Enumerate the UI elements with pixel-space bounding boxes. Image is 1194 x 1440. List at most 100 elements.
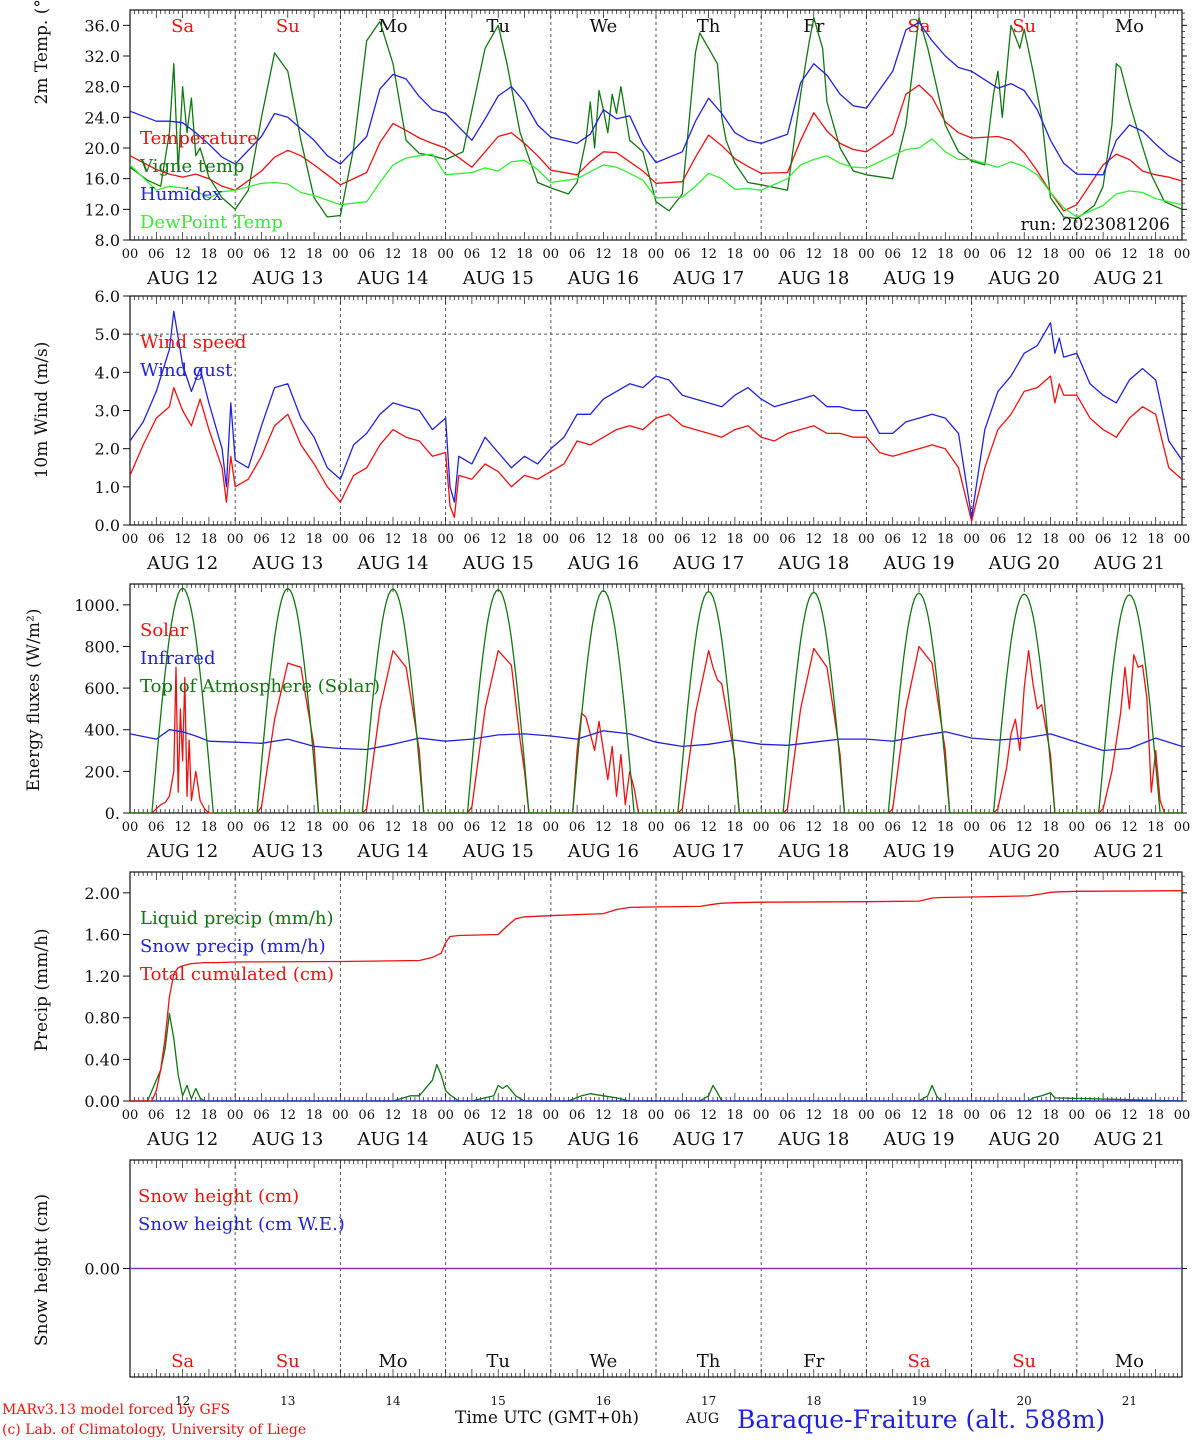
- hour-tick-label: 18: [1147, 820, 1164, 835]
- date-label: AUG 20: [988, 553, 1060, 574]
- legend-entry: Snow height (cm W.E.): [138, 1214, 345, 1235]
- hour-tick-label: 12: [174, 247, 191, 262]
- hour-tick-label: 06: [674, 247, 691, 262]
- hour-tick-label: 06: [779, 532, 796, 547]
- hour-tick-label: 12: [1121, 820, 1138, 835]
- hour-tick-label: 06: [1095, 247, 1112, 262]
- day-number-label: 17: [701, 1394, 716, 1408]
- hour-tick-label: 12: [490, 247, 507, 262]
- date-label: AUG 19: [882, 1129, 954, 1150]
- y-axis-label: Snow height (cm): [32, 1194, 52, 1346]
- hour-tick-label: 18: [832, 820, 849, 835]
- hour-tick-label: 00: [648, 247, 665, 262]
- date-label: AUG 17: [672, 553, 744, 574]
- y-tick-label: 1.0: [95, 478, 120, 497]
- hour-tick-label: 06: [884, 247, 901, 262]
- hour-tick-label: 12: [280, 1108, 297, 1123]
- hour-tick-label: 18: [1042, 820, 1059, 835]
- y-tick-label: 0.40: [84, 1050, 120, 1069]
- hour-tick-label: 06: [779, 820, 796, 835]
- hour-tick-label: 06: [358, 532, 375, 547]
- day-number-label: 20: [1017, 1394, 1032, 1408]
- hour-tick-label: 18: [306, 247, 323, 262]
- weekday-label: Tu: [486, 1351, 510, 1372]
- hour-tick-label: 18: [516, 1108, 533, 1123]
- weekday-label: Fr: [803, 1351, 824, 1372]
- hour-tick-label: 18: [832, 247, 849, 262]
- hour-tick-label: 12: [174, 532, 191, 547]
- y-tick-label: 1000.: [74, 596, 120, 615]
- hour-tick-label: 06: [884, 532, 901, 547]
- hour-tick-label: 18: [411, 820, 428, 835]
- hour-tick-label: 06: [148, 820, 165, 835]
- hour-tick-label: 18: [727, 532, 744, 547]
- hour-tick-label: 00: [963, 820, 980, 835]
- hour-tick-label: 00: [332, 820, 349, 835]
- hour-tick-label: 00: [122, 1108, 139, 1123]
- hour-tick-label: 06: [358, 1108, 375, 1123]
- weekday-label: Su: [1012, 1351, 1036, 1372]
- panel-temperature: 8.0 12.0 16.0 20.0 24.0 28.0 32.0 36.0 2m Temp. …: [32, 0, 1190, 289]
- hour-tick-label: 12: [1016, 820, 1033, 835]
- hour-tick-label: 00: [332, 532, 349, 547]
- hour-tick-label: 00: [1069, 1108, 1086, 1123]
- hour-tick-label: 06: [358, 820, 375, 835]
- series-line-humidex: [129, 21, 1183, 176]
- hour-tick-label: 12: [385, 532, 402, 547]
- date-label: AUG 16: [567, 553, 639, 574]
- hour-tick-label: 06: [464, 247, 481, 262]
- hour-tick-label: 06: [1095, 820, 1112, 835]
- hour-tick-label: 12: [490, 532, 507, 547]
- hour-tick-label: 18: [832, 532, 849, 547]
- hour-tick-label: 06: [148, 532, 165, 547]
- hour-tick-label: 06: [779, 247, 796, 262]
- hour-tick-label: 06: [990, 1108, 1007, 1123]
- hour-tick-label: 12: [911, 247, 928, 262]
- date-label: AUG 13: [251, 1129, 323, 1150]
- hour-tick-label: 12: [1121, 1108, 1138, 1123]
- hour-tick-label: 00: [227, 820, 244, 835]
- hour-tick-label: 18: [411, 247, 428, 262]
- hour-tick-label: 18: [937, 1108, 954, 1123]
- series-line-infrared: [129, 729, 1183, 752]
- hour-tick-label: 06: [990, 247, 1007, 262]
- hour-tick-label: 00: [963, 1108, 980, 1123]
- weekday-label: We: [590, 16, 618, 37]
- hour-tick-label: 12: [1016, 1108, 1033, 1123]
- hour-tick-label: 06: [1095, 532, 1112, 547]
- month-label: AUG: [685, 1411, 719, 1427]
- day-number-label: 14: [385, 1394, 401, 1408]
- hour-tick-label: 00: [753, 247, 770, 262]
- hour-tick-label: 00: [437, 820, 454, 835]
- hour-tick-label: 00: [543, 820, 560, 835]
- run-annotation: run: 2023081206: [1021, 215, 1170, 235]
- hour-tick-label: 06: [674, 820, 691, 835]
- hour-tick-label: 00: [543, 1108, 560, 1123]
- hour-tick-label: 00: [648, 1108, 665, 1123]
- hour-tick-label: 12: [806, 1108, 823, 1123]
- y-tick-label: 800.: [84, 637, 120, 656]
- hour-tick-label: 18: [1042, 1108, 1059, 1123]
- hour-tick-label: 12: [385, 1108, 402, 1123]
- hour-tick-label: 00: [1174, 532, 1191, 547]
- weekday-label: Mo: [1115, 16, 1144, 37]
- weekday-label: We: [590, 1351, 618, 1372]
- legend-entry: Vigne temp: [139, 156, 244, 177]
- date-label: AUG 14: [356, 553, 428, 574]
- y-axis-label: 2m Temp. (°C): [32, 0, 52, 105]
- date-label: AUG 14: [356, 841, 428, 862]
- legend-entry: Temperature: [140, 128, 258, 149]
- hour-tick-label: 12: [806, 532, 823, 547]
- date-label: AUG 21: [1093, 553, 1165, 574]
- panel-snow: 0.00 Snow height (cm) Sa Su Mo Tu We Th Fr Sa Su Mo…: [32, 1159, 1187, 1408]
- hour-tick-label: 18: [1147, 247, 1164, 262]
- y-tick-label: 24.0: [84, 108, 120, 127]
- hour-tick-label: 00: [227, 532, 244, 547]
- series-line-vigne-temp: [129, 17, 1183, 220]
- y-tick-label: 0.80: [84, 1009, 120, 1028]
- hour-tick-label: 18: [727, 820, 744, 835]
- hour-tick-label: 00: [227, 1108, 244, 1123]
- date-label: AUG 17: [672, 268, 744, 289]
- lab-credit-line: (c) Lab. of Climatology, University of L…: [2, 1422, 306, 1438]
- hour-tick-label: 00: [753, 532, 770, 547]
